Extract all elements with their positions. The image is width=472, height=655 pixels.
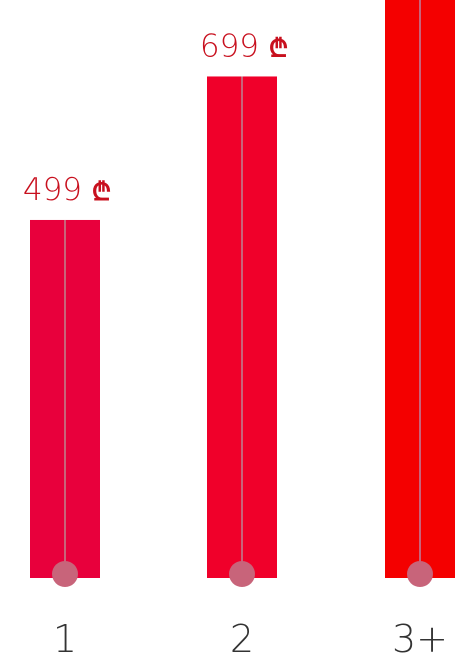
value-number: 499 <box>23 172 92 208</box>
currency-icon: ₾ <box>92 177 111 206</box>
category-label-1: 1 <box>53 617 77 655</box>
bar-dot-1 <box>52 561 78 587</box>
bar-dot-3 <box>407 561 433 587</box>
value-number: 699 <box>200 28 269 64</box>
category-label-3: 3+ <box>392 617 448 655</box>
value-label-1: 499 ₾ <box>23 172 111 208</box>
value-label-2: 699 ₾ <box>200 28 288 64</box>
bar-dot-2 <box>229 561 255 587</box>
category-label-2: 2 <box>230 617 254 655</box>
currency-icon: ₾ <box>269 33 288 62</box>
